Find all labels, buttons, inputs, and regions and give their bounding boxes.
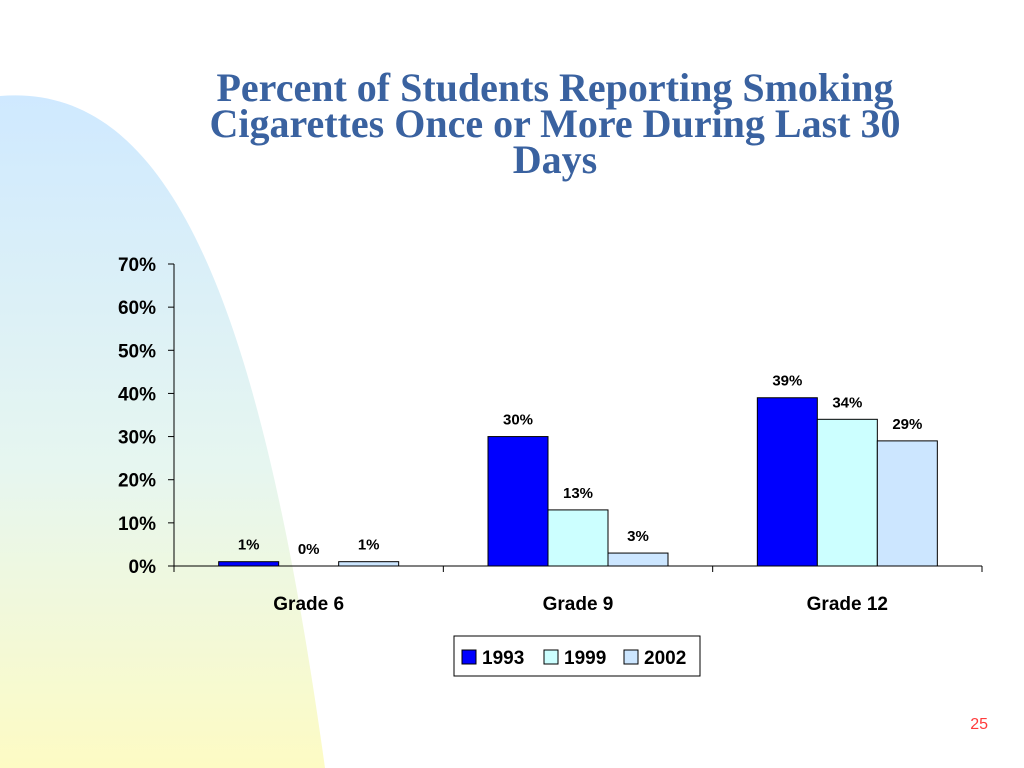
bar [218, 561, 280, 567]
legend-swatch [543, 649, 559, 665]
data-label: 39% [772, 373, 802, 390]
data-label: 3% [627, 528, 649, 545]
data-label: 1% [358, 537, 380, 554]
legend-swatch [461, 649, 477, 665]
y-tick-label: 70% [118, 255, 156, 276]
bar [338, 561, 400, 567]
legend-label: 2002 [644, 648, 686, 669]
bar [487, 436, 549, 567]
x-category-label: Grade 6 [273, 594, 344, 615]
data-label: 13% [563, 485, 593, 502]
slide-title-line-3: Days [512, 137, 598, 182]
y-tick-label: 20% [118, 471, 156, 492]
x-category-label: Grade 9 [543, 594, 614, 615]
legend-label: 1999 [564, 648, 606, 669]
data-label: 34% [832, 394, 862, 411]
y-tick-label: 0% [129, 557, 157, 578]
y-tick-label: 30% [118, 428, 156, 449]
bar [547, 509, 609, 567]
bar [756, 397, 818, 567]
data-label: 30% [503, 412, 533, 429]
y-tick-label: 40% [118, 384, 156, 405]
data-label: 29% [892, 416, 922, 433]
slide-title-line-1: Percent of Students Reporting Smoking [216, 65, 894, 110]
data-label: 0% [298, 541, 320, 558]
y-tick-label: 60% [118, 298, 156, 319]
y-tick-label: 10% [118, 514, 156, 535]
slide-title: Percent of Students Reporting Smoking Ci… [150, 65, 960, 182]
y-tick-label: 50% [118, 341, 156, 362]
legend-swatch [623, 649, 639, 665]
slide-title-line-2: Cigarettes Once or More During Last 30 [209, 101, 901, 146]
bar [816, 418, 878, 567]
x-category-label: Grade 12 [807, 594, 888, 615]
bar [607, 552, 669, 567]
legend-label: 1993 [482, 648, 524, 669]
data-label: 1% [238, 537, 260, 554]
page-number: 25 [970, 716, 988, 733]
bar [876, 440, 938, 567]
legend-box [453, 635, 701, 677]
